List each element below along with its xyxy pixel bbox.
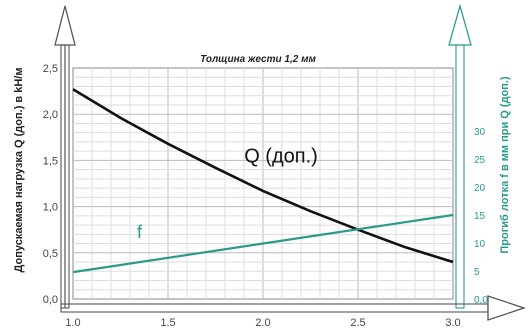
x-tick-label: 1.0: [65, 317, 80, 329]
y2-tick-label: 15: [474, 211, 486, 222]
grid: [72, 67, 454, 300]
y-tick-label: 0,5: [43, 248, 58, 260]
series-line-q: [72, 88, 454, 264]
right-axis-arrow: [448, 3, 472, 46]
y-tick-label: 2,0: [43, 109, 58, 121]
x-axis-arrow: [487, 295, 527, 321]
left-axis-arrow: [54, 5, 76, 46]
x-axis: [60, 295, 527, 321]
right-axis-arrow-shaft: [455, 44, 465, 309]
series-layer: [72, 88, 454, 274]
y-tick-label: 1,0: [43, 202, 58, 214]
right-axis-title: Прогиб лотка f в мм при Q (доп.): [499, 76, 511, 254]
y2-tick-label: 20: [474, 183, 486, 194]
y-tick-label: 0,0: [43, 294, 58, 306]
right-y-axis: [448, 3, 472, 309]
x-tick-label: 2.5: [350, 317, 365, 329]
series-line-f: [72, 213, 454, 274]
y2-tick-label: 25: [474, 155, 486, 166]
y-tick-label: 1,5: [43, 155, 58, 167]
x-tick-label: 3.0: [445, 317, 460, 329]
left-axis-title: Допускаемая нагрузка Q (доп.) в kH/м: [13, 68, 25, 273]
left-y-axis: [54, 5, 76, 309]
series-label-q: Q (доп.): [244, 145, 318, 167]
y-tick-label: 2,5: [43, 63, 58, 75]
y2-tick-label: 0,0: [474, 295, 488, 306]
left-axis-arrow-shaft: [60, 44, 70, 309]
y2-tick-label: 30: [474, 127, 486, 138]
tick-layer: 1.0 1.5 2.0 2.5 3.0 0,0 0,5 1,0 1,5 2,0 2,5 0,0 5 10 1…: [43, 63, 489, 329]
series-label-f: f: [137, 222, 143, 242]
x-tick-label: 1.5: [160, 317, 175, 329]
chart-title: Толщина жести 1,2 мм: [200, 54, 316, 65]
y2-tick-label: 10: [474, 239, 486, 250]
y2-tick-label: 5: [474, 267, 480, 278]
x-axis-arrow-shaft: [60, 303, 489, 313]
x-tick-label: 2.0: [255, 317, 270, 329]
